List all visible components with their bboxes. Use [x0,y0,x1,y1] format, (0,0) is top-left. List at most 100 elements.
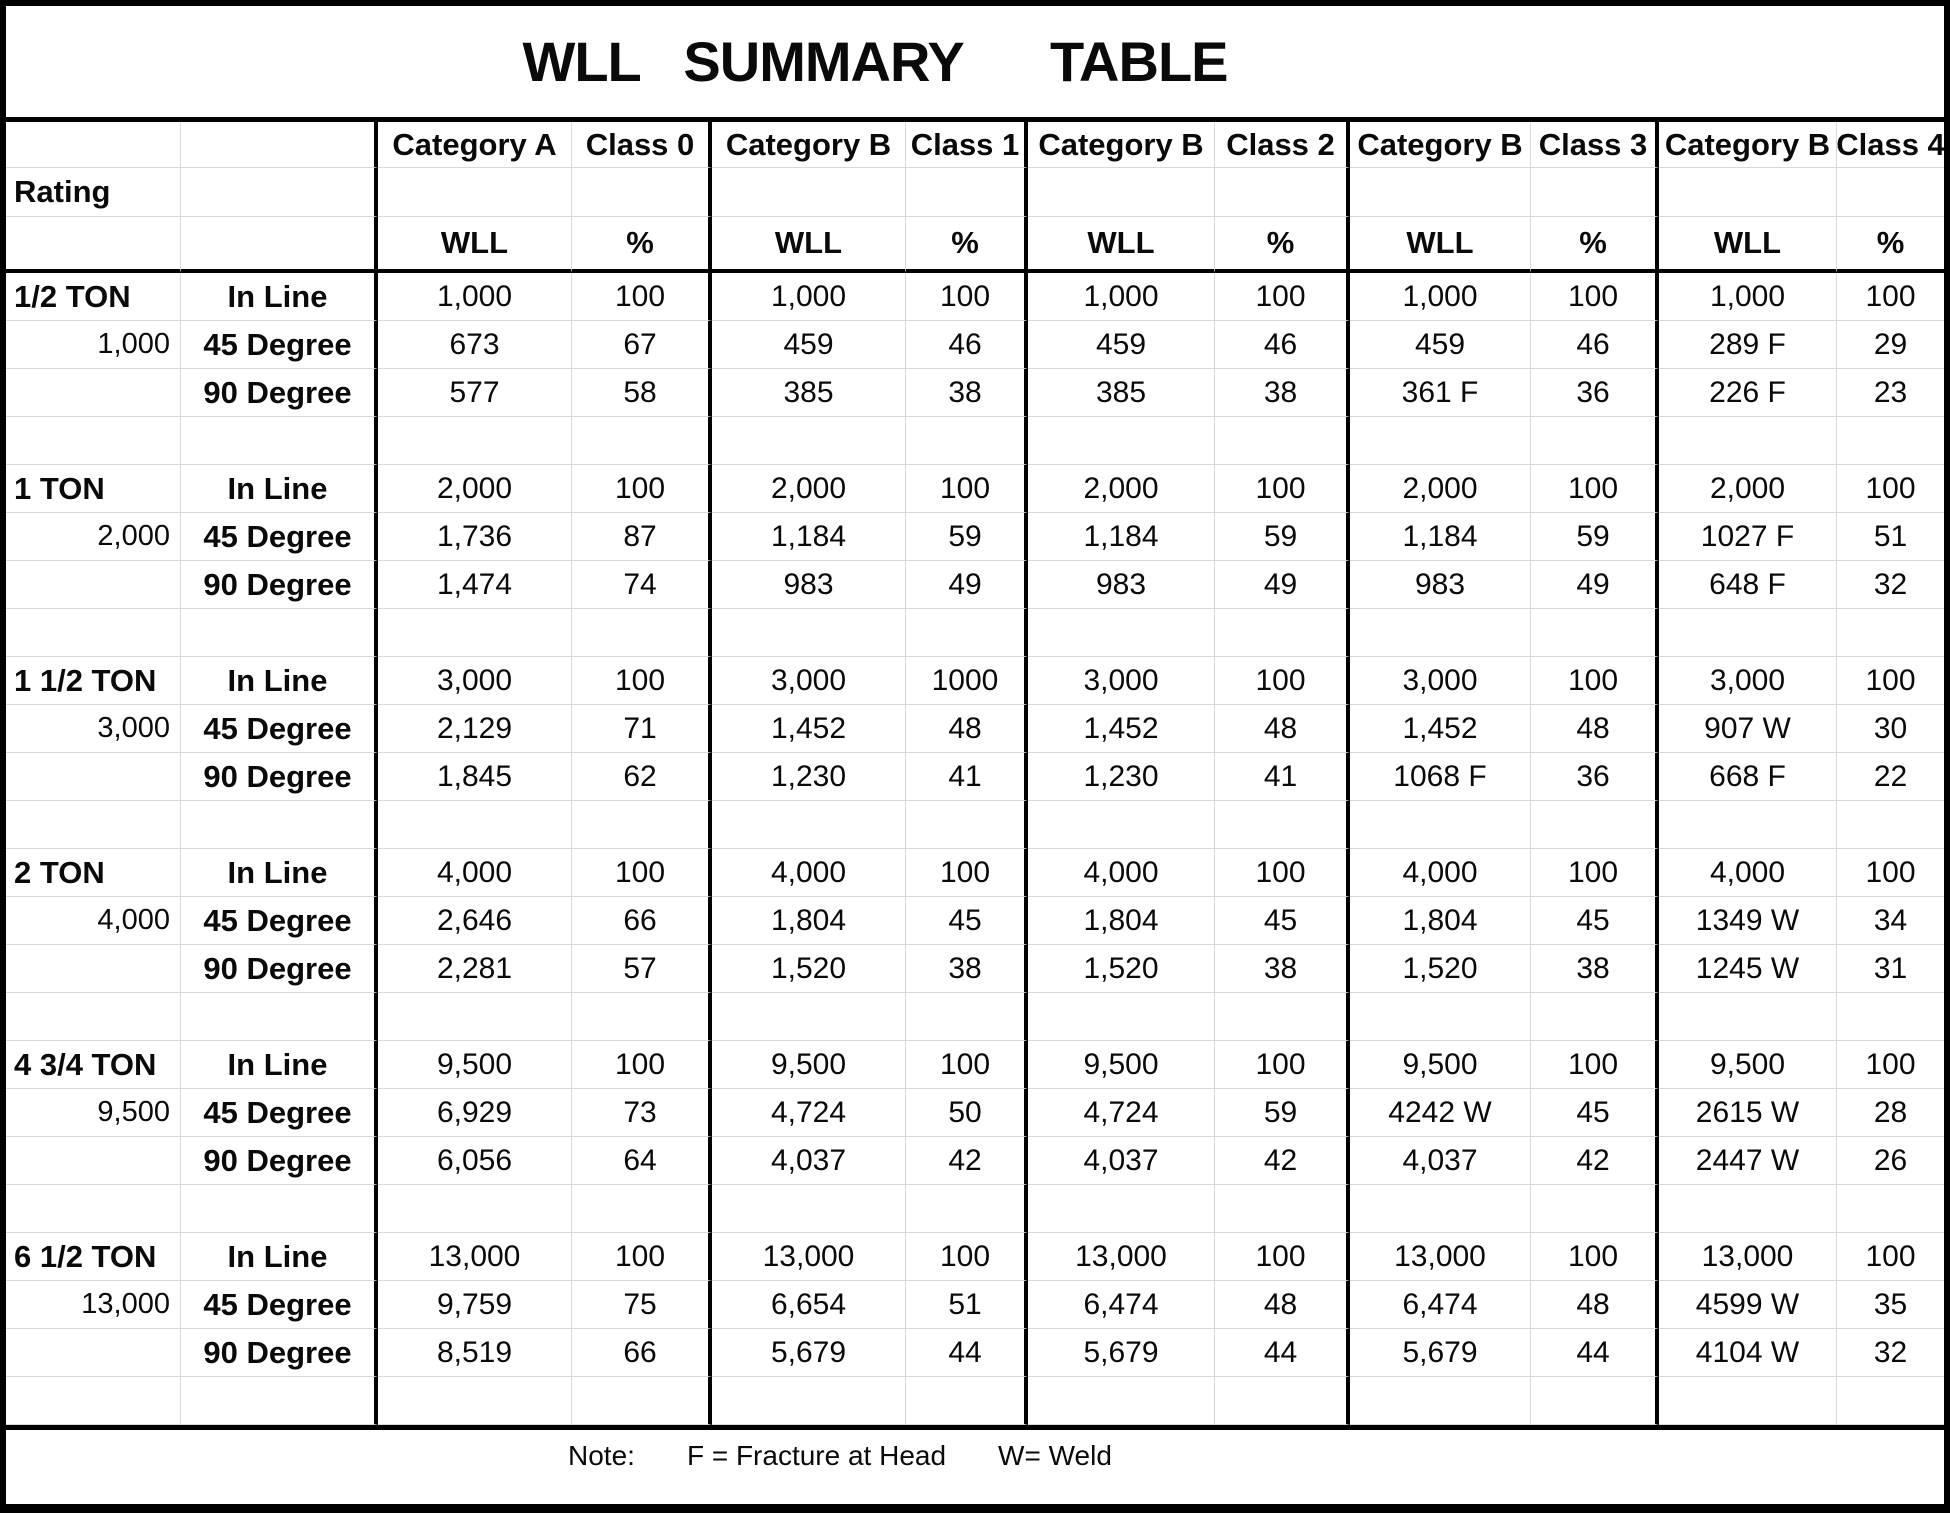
spacer-cell [6,1185,181,1233]
percent-value-cell: 48 [906,705,1028,753]
percent-value-cell: 49 [1215,561,1350,609]
wll-value-cell: 4104 W [1659,1329,1837,1377]
percent-value-cell: 100 [906,1233,1028,1281]
percent-value-cell: 41 [1215,753,1350,801]
header-blank-cell [906,168,1028,217]
wll-value-cell: 3,000 [1659,657,1837,705]
spacer-cell [1531,417,1659,465]
percent-value-cell: 41 [906,753,1028,801]
blank-cell [6,945,181,993]
wll-value-cell: 1,000 [1028,273,1215,321]
wll-value-cell: 1,520 [1350,945,1531,993]
spacer-cell [906,1185,1028,1233]
percent-value-cell: 100 [906,465,1028,513]
percent-value-cell: 100 [572,1041,712,1089]
direction-cell: In Line [181,465,378,513]
header-blank-cell [1350,168,1531,217]
percent-value-cell: 74 [572,561,712,609]
percent-value-cell: 51 [906,1281,1028,1329]
direction-cell: 90 Degree [181,561,378,609]
wll-value-cell: 9,500 [1659,1041,1837,1089]
wll-value-cell: 1,000 [1350,273,1531,321]
wll-value-cell: 2,000 [1028,465,1215,513]
wll-value-cell: 459 [712,321,906,369]
wll-value-cell: 1,000 [378,273,572,321]
percent-value-cell: 48 [1531,705,1659,753]
wll-value-cell: 4,724 [1028,1089,1215,1137]
header-blank-cell [1215,168,1350,217]
percent-value-cell: 57 [572,945,712,993]
wll-value-cell: 2,281 [378,945,572,993]
wll-value-cell: 5,679 [1028,1329,1215,1377]
header-blank-cell [181,217,378,273]
percent-value-cell: 73 [572,1089,712,1137]
percent-value-cell: 45 [1531,897,1659,945]
wll-value-cell: 2,646 [378,897,572,945]
wll-value-cell: 4,000 [378,849,572,897]
spacer-cell [1028,1377,1215,1425]
percent-value-cell: 44 [1531,1329,1659,1377]
header-blank-cell [1659,168,1837,217]
direction-cell: 45 Degree [181,1281,378,1329]
spacer-cell [1659,1377,1837,1425]
direction-cell: In Line [181,273,378,321]
wll-column-header: WLL [712,217,906,273]
percent-value-cell: 62 [572,753,712,801]
percent-value-cell: 100 [1837,1041,1944,1089]
percent-value-cell: 100 [1837,1233,1944,1281]
spacer-cell [1659,417,1837,465]
wll-value-cell: 13,000 [1350,1233,1531,1281]
page-title: WLL SUMMARY TABLE [522,30,1228,93]
rating-value-cell: 9,500 [6,1089,181,1137]
spacer-cell [181,801,378,849]
percent-value-cell: 26 [1837,1137,1944,1185]
direction-cell: 45 Degree [181,705,378,753]
percent-value-cell: 38 [1531,945,1659,993]
spacer-cell [572,801,712,849]
wll-value-cell: 9,500 [378,1041,572,1089]
percent-value-cell: 44 [906,1329,1028,1377]
wll-value-cell: 4242 W [1350,1089,1531,1137]
percent-value-cell: 100 [1531,657,1659,705]
wll-value-cell: 1,452 [712,705,906,753]
wll-value-cell: 4,724 [712,1089,906,1137]
wll-value-cell: 1,845 [378,753,572,801]
spacer-cell [378,1377,572,1425]
wll-summary-table: Category A Class 0 Category B Class 1 Catego… [6,117,1944,1430]
spacer-cell [181,1377,378,1425]
percent-value-cell: 59 [1531,513,1659,561]
percent-value-cell: 38 [906,945,1028,993]
wll-value-cell: 1,184 [1350,513,1531,561]
wll-value-cell: 1027 F [1659,513,1837,561]
spacer-cell [378,609,572,657]
wll-value-cell: 1,000 [712,273,906,321]
spacer-cell [181,609,378,657]
percent-value-cell: 22 [1837,753,1944,801]
percent-value-cell: 100 [1531,273,1659,321]
percent-value-cell: 42 [1215,1137,1350,1185]
percent-value-cell: 45 [906,897,1028,945]
wll-value-cell: 1,230 [712,753,906,801]
wll-value-cell: 1,474 [378,561,572,609]
percent-value-cell: 100 [1215,1041,1350,1089]
wll-value-cell: 5,679 [712,1329,906,1377]
wll-value-cell: 907 W [1659,705,1837,753]
spacer-cell [1215,417,1350,465]
percent-value-cell: 87 [572,513,712,561]
wll-value-cell: 1,520 [712,945,906,993]
header-blank-cell [6,122,181,168]
percent-value-cell: 66 [572,897,712,945]
blank-cell [6,369,181,417]
wll-value-cell: 13,000 [1659,1233,1837,1281]
header-class-cell: Class 4 [1837,122,1944,168]
spacer-cell [1837,993,1944,1041]
percent-value-cell: 59 [1215,1089,1350,1137]
header-category-cell: Category B [1028,122,1215,168]
spacer-cell [906,417,1028,465]
wll-column-header: WLL [1659,217,1837,273]
spacer-cell [572,993,712,1041]
wll-value-cell: 1068 F [1350,753,1531,801]
percent-value-cell: 32 [1837,561,1944,609]
spacer-cell [1350,417,1531,465]
